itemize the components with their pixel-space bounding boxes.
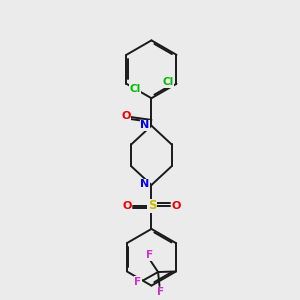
Text: N: N	[140, 179, 150, 189]
Text: O: O	[122, 201, 132, 211]
Text: O: O	[121, 111, 131, 122]
Text: F: F	[134, 277, 141, 286]
Text: S: S	[148, 199, 157, 212]
Text: Cl: Cl	[162, 77, 173, 87]
Text: F: F	[158, 287, 164, 297]
Text: N: N	[140, 120, 150, 130]
Text: Cl: Cl	[130, 84, 141, 94]
Text: O: O	[171, 201, 181, 211]
Text: F: F	[146, 250, 154, 260]
